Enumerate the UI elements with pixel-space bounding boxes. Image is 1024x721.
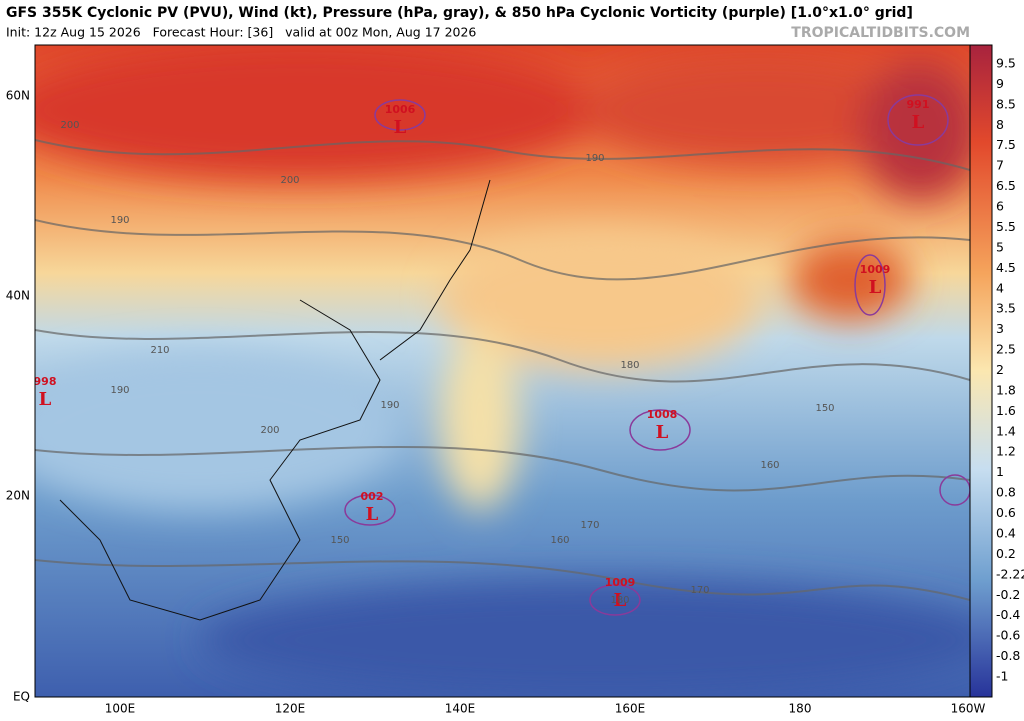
colorbar-label: 3.5 [996,301,1016,316]
contour-label: 200 [60,120,79,131]
low-symbol: L [869,277,882,298]
low-pressure: 1009 [860,263,891,276]
credit: TROPICALTIDBITS.COM [791,25,970,41]
colorbar-label: -1 [996,669,1008,684]
colorbar-label: 2.5 [996,342,1016,357]
lon-label: 140E [445,702,476,716]
lon-label: 100E [105,702,136,716]
colorbar-label: -0.4 [996,607,1020,622]
lat-label: EQ [13,690,30,704]
colorbar [969,44,993,698]
lon-label: 120E [275,702,306,716]
colorbar-label: 9 [996,76,1004,91]
colorbar-label: 8.5 [996,96,1016,111]
colorbar-label: 1.6 [996,403,1016,418]
lat-label: 40N [6,289,30,303]
lon-label: 160W [951,702,986,716]
colorbar-label: 2 [996,362,1004,377]
contour-label: 190 [110,385,129,396]
contour-label: 180 [620,360,639,371]
colorbar-label: 0.4 [996,525,1016,540]
colorbar-label: 5.5 [996,219,1016,234]
colorbar-label: 0.8 [996,485,1016,500]
colorbar-label: 1.8 [996,382,1016,397]
low-pressure: 002 [361,490,384,503]
lon-label: 180 [789,702,812,716]
low-symbol: L [366,504,379,525]
colorbar-label: -2.22 [996,566,1024,581]
colorbar-label: 1.2 [996,444,1016,459]
title: GFS 355K Cyclonic PV (PVU), Wind (kt), P… [6,5,913,21]
low-pressure: 1006 [385,103,416,116]
contour-label: 160 [760,460,779,471]
colorbar-label: 4.5 [996,260,1016,275]
contour-label: 200 [280,175,299,186]
low-pressure: 991 [907,98,930,111]
low-symbol: L [39,389,52,410]
contour-label: 170 [690,585,709,596]
contour-label: 150 [330,535,349,546]
colorbar-label: -0.2 [996,587,1020,602]
low-pressure: 1008 [647,408,678,421]
low-pressure: 998 [34,375,57,388]
colorbar-label: -0.8 [996,648,1020,663]
colorbar-label: 3 [996,321,1004,336]
contour-label: 170 [580,520,599,531]
contour-label: 180 [610,595,629,606]
lat-label: 60N [6,89,30,103]
low-symbol: L [912,112,925,133]
colorbar-label: 5 [996,239,1004,254]
colorbar-label: 6.5 [996,178,1016,193]
contour-label: 150 [815,403,834,414]
contour-label: 190 [380,400,399,411]
low-symbol: L [614,590,627,611]
contour-label: 190 [110,215,129,226]
lat-label: 20N [6,489,30,503]
low-symbol: L [656,422,669,443]
contour-label: 210 [150,345,169,356]
colorbar-label: 1 [996,464,1004,479]
colorbar-label: -0.6 [996,628,1020,643]
contour-label: 160 [550,535,569,546]
contour-label: 200 [260,425,279,436]
colorbar-label: 7 [996,158,1004,173]
colorbar-label: 8 [996,117,1004,132]
colorbar-label: 6 [996,199,1004,214]
low-pressure: 1009 [605,576,636,589]
colorbar-label: 1.4 [996,423,1016,438]
init-line: Init: 12z Aug 15 2026 Forecast Hour: [36… [6,25,476,40]
colorbar-label: 4 [996,280,1004,295]
lon-label: 160E [615,702,646,716]
low-symbol: L [394,117,407,138]
colorbar-label: 7.5 [996,137,1016,152]
colorbar-label: 9.5 [996,56,1016,71]
colorbar-label: 0.6 [996,505,1016,520]
contour-label: 190 [585,153,604,164]
colorbar-label: 0.2 [996,546,1016,561]
